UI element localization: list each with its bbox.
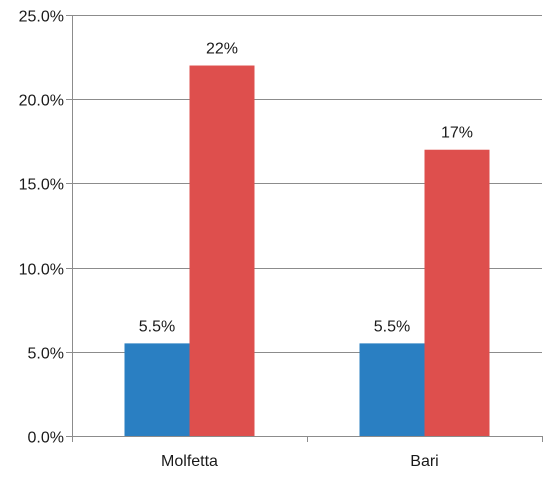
y-tick-label: 0.0%: [28, 430, 64, 447]
y-tick-label: 20.0%: [19, 93, 64, 110]
x-category-label: Bari: [410, 453, 438, 470]
bar-bari-series-1: [359, 343, 425, 436]
data-label: 22%: [206, 41, 238, 58]
bar-bari-series-2: [424, 149, 490, 436]
y-tick-label: 25.0%: [19, 9, 64, 26]
bars: [124, 65, 490, 437]
axes: 0.0% 5.0% 10.0% 15.0% 20.0% 25.0% Molfetta Bari: [19, 9, 543, 470]
bar-molfetta-series-2: [189, 65, 255, 437]
data-label: 5.5%: [374, 318, 410, 335]
y-tick-label: 10.0%: [19, 262, 64, 279]
y-tick-label: 5.0%: [28, 346, 64, 363]
bar-molfetta-series-1: [124, 343, 190, 436]
data-label: 5.5%: [139, 318, 175, 335]
x-category-label: Molfetta: [161, 453, 218, 470]
y-tick-label: 15.0%: [19, 177, 64, 194]
data-labels: 5.5% 22% 5.5% 17%: [139, 41, 473, 336]
data-label: 17%: [441, 125, 473, 142]
